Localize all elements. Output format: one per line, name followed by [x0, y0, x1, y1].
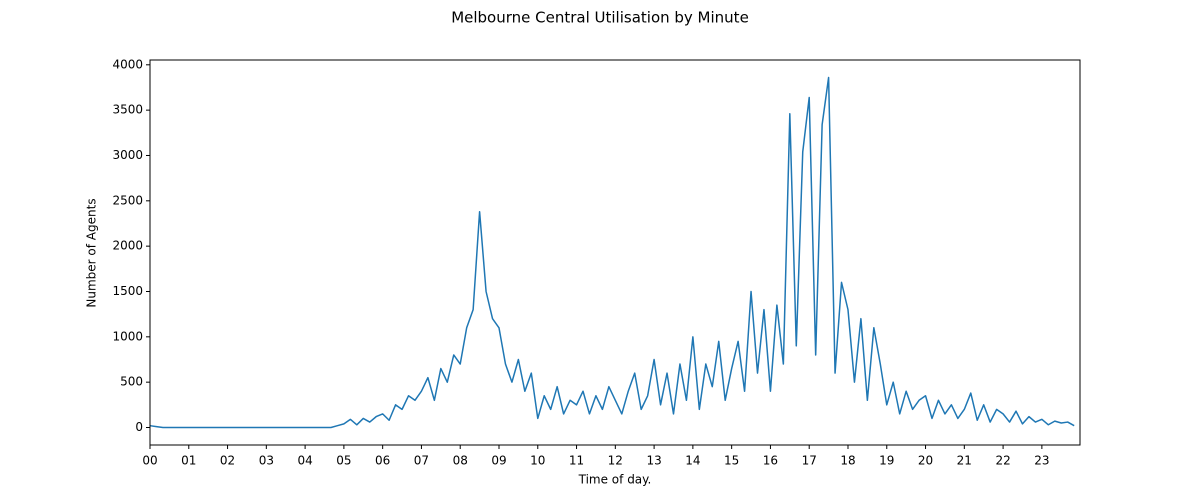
plot-frame	[149, 59, 1081, 446]
x-tick-label: 14	[685, 454, 700, 468]
x-tick-label: 00	[142, 454, 157, 468]
x-tick-label: 20	[918, 454, 933, 468]
x-tick-label: 01	[181, 454, 196, 468]
x-tick-label: 21	[957, 454, 972, 468]
x-tick-label: 13	[646, 454, 661, 468]
x-tick-label: 06	[375, 454, 390, 468]
x-tick-label: 18	[840, 454, 855, 468]
x-axis-label: Time of day.	[578, 473, 652, 487]
x-tick-label: 11	[569, 454, 584, 468]
y-tick-label: 1500	[112, 284, 143, 298]
x-tick-label: 07	[414, 454, 429, 468]
x-tick-label: 02	[220, 454, 235, 468]
x-tick-label: 12	[608, 454, 623, 468]
y-tick-label: 0	[135, 420, 143, 434]
x-tick-label: 10	[530, 454, 545, 468]
chart-title: Melbourne Central Utilisation by Minute	[451, 9, 749, 27]
x-tick-label: 15	[724, 454, 739, 468]
x-tick-label: 22	[995, 454, 1010, 468]
y-tick-label: 3500	[112, 103, 143, 117]
x-tick-label: 03	[259, 454, 274, 468]
x-tick-label: 05	[336, 454, 351, 468]
y-tick-label: 2000	[112, 239, 143, 253]
y-tick-label: 1000	[112, 329, 143, 343]
x-tick-label: 19	[879, 454, 894, 468]
y-axis-label: Number of Agents	[85, 198, 99, 307]
x-tick-label: 04	[297, 454, 312, 468]
y-tick-label: 4000	[112, 57, 143, 71]
x-tick-label: 17	[802, 454, 817, 468]
x-tick-label: 23	[1034, 454, 1049, 468]
x-tick-label: 16	[763, 454, 778, 468]
x-tick-label: 08	[453, 454, 468, 468]
y-tick-label: 2500	[112, 193, 143, 207]
y-tick-label: 500	[120, 375, 143, 389]
x-tick-label: 09	[491, 454, 506, 468]
data-line	[149, 76, 1075, 429]
y-tick-label: 3000	[112, 148, 143, 162]
